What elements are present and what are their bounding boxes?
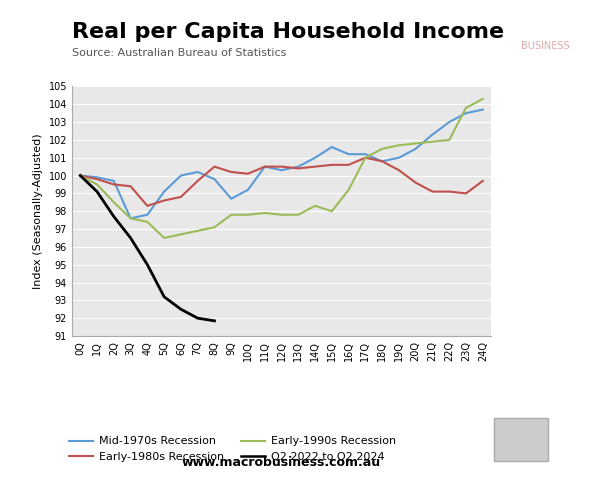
Text: BUSINESS: BUSINESS bbox=[521, 41, 570, 51]
Text: www.macrobusiness.com.au: www.macrobusiness.com.au bbox=[182, 456, 381, 469]
FancyBboxPatch shape bbox=[494, 418, 548, 461]
Text: MACRO: MACRO bbox=[519, 20, 571, 33]
Text: Source: Australian Bureau of Statistics: Source: Australian Bureau of Statistics bbox=[72, 48, 286, 58]
Legend: Mid-1970s Recession, Early-1980s Recession, Early-1990s Recession, Q2 2022 to Q2: Mid-1970s Recession, Early-1980s Recessi… bbox=[69, 436, 396, 462]
Text: Real per Capita Household Income: Real per Capita Household Income bbox=[72, 22, 504, 42]
Y-axis label: Index (Seasonally-Adjusted): Index (Seasonally-Adjusted) bbox=[33, 133, 43, 289]
